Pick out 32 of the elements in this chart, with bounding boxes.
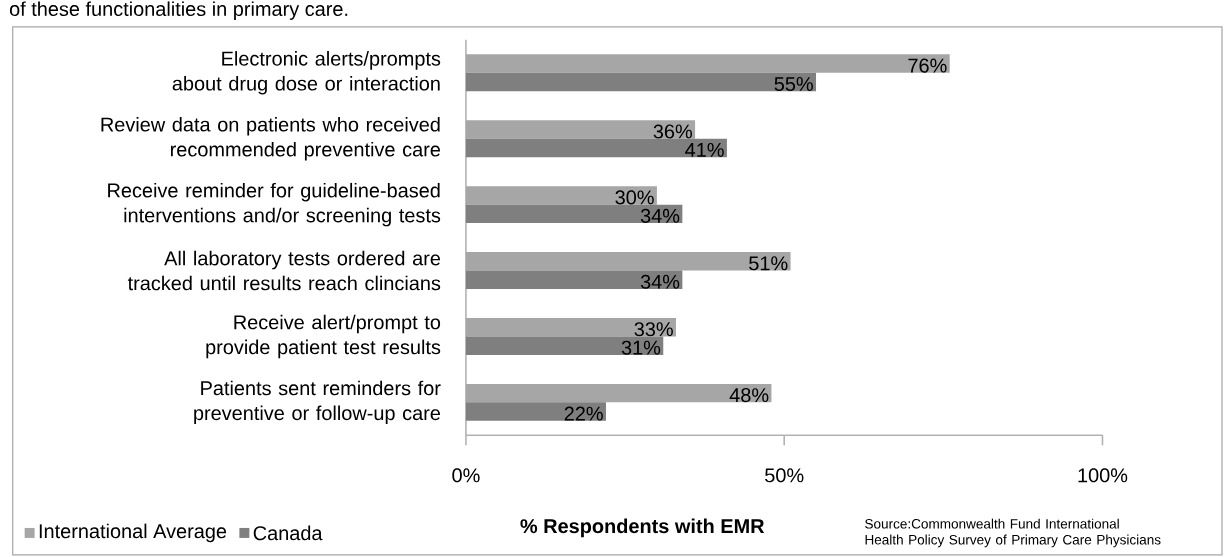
y-tick-label: Receive alert/prompt to provide patient test results	[206, 314, 441, 359]
bar	[465, 270, 683, 290]
data-label: 34%	[640, 274, 680, 289]
x-axis-title: % Respondents with EMR	[520, 518, 765, 538]
y-tick-label: Electronic alerts/prompts about drug dose or interaction	[172, 51, 441, 95]
y-tick-label: All laboratory tests ordered are tracked until results reach clincians	[127, 250, 441, 291]
data-label: 22%	[564, 406, 603, 421]
data-label: 31%	[621, 340, 661, 355]
x-tick-label: 50%	[765, 468, 804, 483]
y-tick-label: Review data on patients who received recommended preventive care	[101, 117, 441, 161]
x-tick-label: 100%	[1078, 468, 1128, 483]
data-label: 36%	[653, 124, 692, 139]
bar	[465, 402, 606, 421]
y-tick-label: Receive reminder for guideline-based interventions and/or screening tests	[108, 182, 441, 227]
x-tick-label: 0%	[452, 468, 480, 483]
legend-label: International Average	[39, 523, 227, 543]
legend-label: Canada	[253, 525, 323, 541]
data-label: 51%	[749, 256, 788, 271]
data-label: 34%	[640, 208, 680, 223]
data-label: 41%	[685, 143, 724, 157]
bar	[465, 138, 727, 158]
data-label: 55%	[774, 77, 813, 92]
bar	[465, 72, 817, 92]
bar	[465, 204, 683, 224]
y-tick-label: Patients sent reminders for preventive or follow-up care	[194, 380, 441, 425]
data-label: 30%	[615, 190, 654, 205]
source-note: Source:Commonwealth Fund International Health Policy Survey of Primary Care Physicians	[865, 518, 1161, 548]
text: of these functionalities in primary care.	[9, 1, 348, 21]
data-label: 76%	[908, 58, 947, 73]
bar	[465, 336, 664, 355]
data-label: 48%	[729, 388, 769, 403]
data-label: 33%	[634, 322, 673, 337]
